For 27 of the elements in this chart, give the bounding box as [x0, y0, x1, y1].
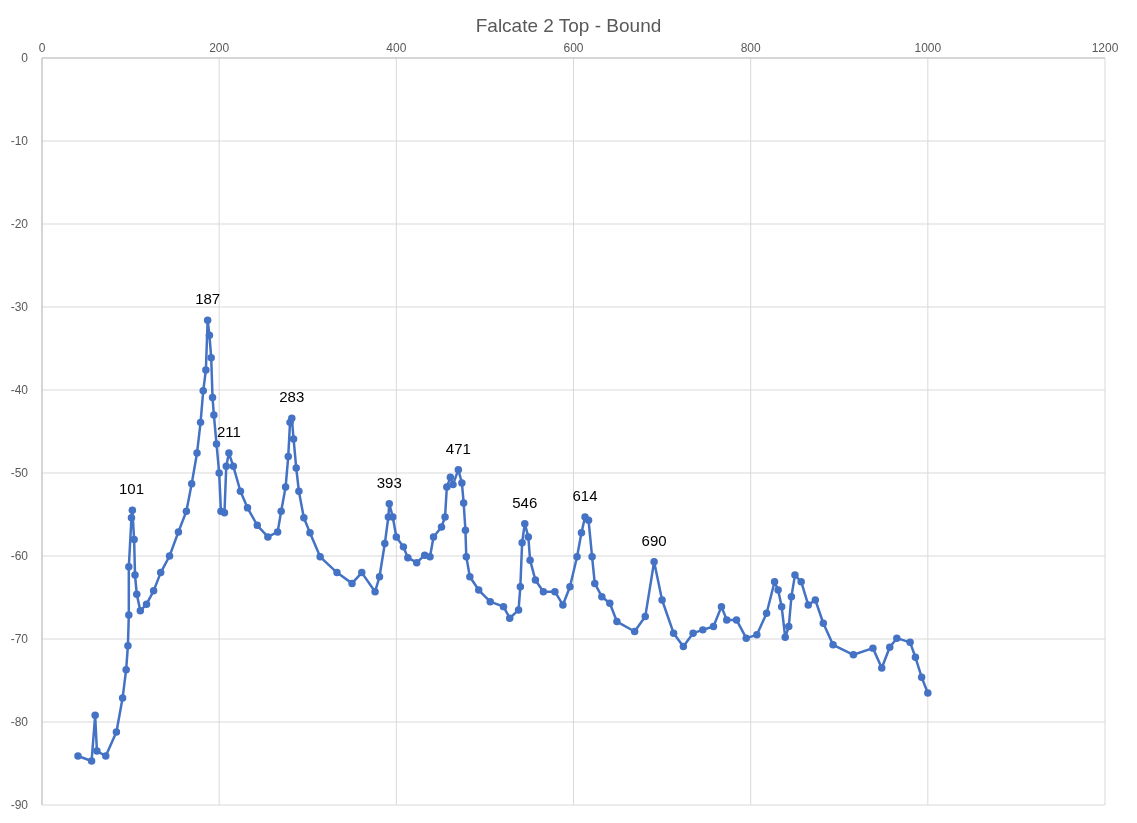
y-tick-label: -20	[10, 217, 29, 231]
annotation: 471	[445, 439, 471, 457]
annotation: 187	[195, 290, 221, 308]
x-tick-label: 400	[386, 41, 407, 55]
y-tick-label: -60	[10, 549, 29, 563]
x-tick-label: 1000	[914, 41, 942, 55]
annotation: 211	[216, 423, 241, 441]
x-tick-label: 200	[209, 41, 230, 55]
y-tick-label: -10	[10, 134, 29, 148]
annotation: 393	[376, 473, 402, 491]
x-tick-label: 800	[740, 41, 761, 55]
x-tick-label: 600	[563, 41, 584, 55]
x-tick-label: 1200	[1091, 41, 1119, 55]
y-tick-label: -40	[10, 383, 29, 397]
annotation: 546	[512, 493, 538, 511]
y-tick-label: -80	[10, 715, 29, 729]
y-tick-label: -30	[10, 300, 29, 314]
y-tick-label: 0	[21, 51, 29, 65]
x-tick-label: 0	[38, 41, 46, 55]
y-tick-label: -90	[10, 798, 29, 812]
annotation: 283	[279, 388, 305, 406]
y-tick-label: -50	[10, 466, 29, 480]
y-tick-label: -70	[10, 632, 29, 646]
chart-title: Falcate 2 Top - Bound	[475, 15, 662, 36]
annotation: 690	[641, 531, 667, 549]
annotation: 614	[572, 486, 598, 504]
annotation: 101	[118, 480, 144, 498]
